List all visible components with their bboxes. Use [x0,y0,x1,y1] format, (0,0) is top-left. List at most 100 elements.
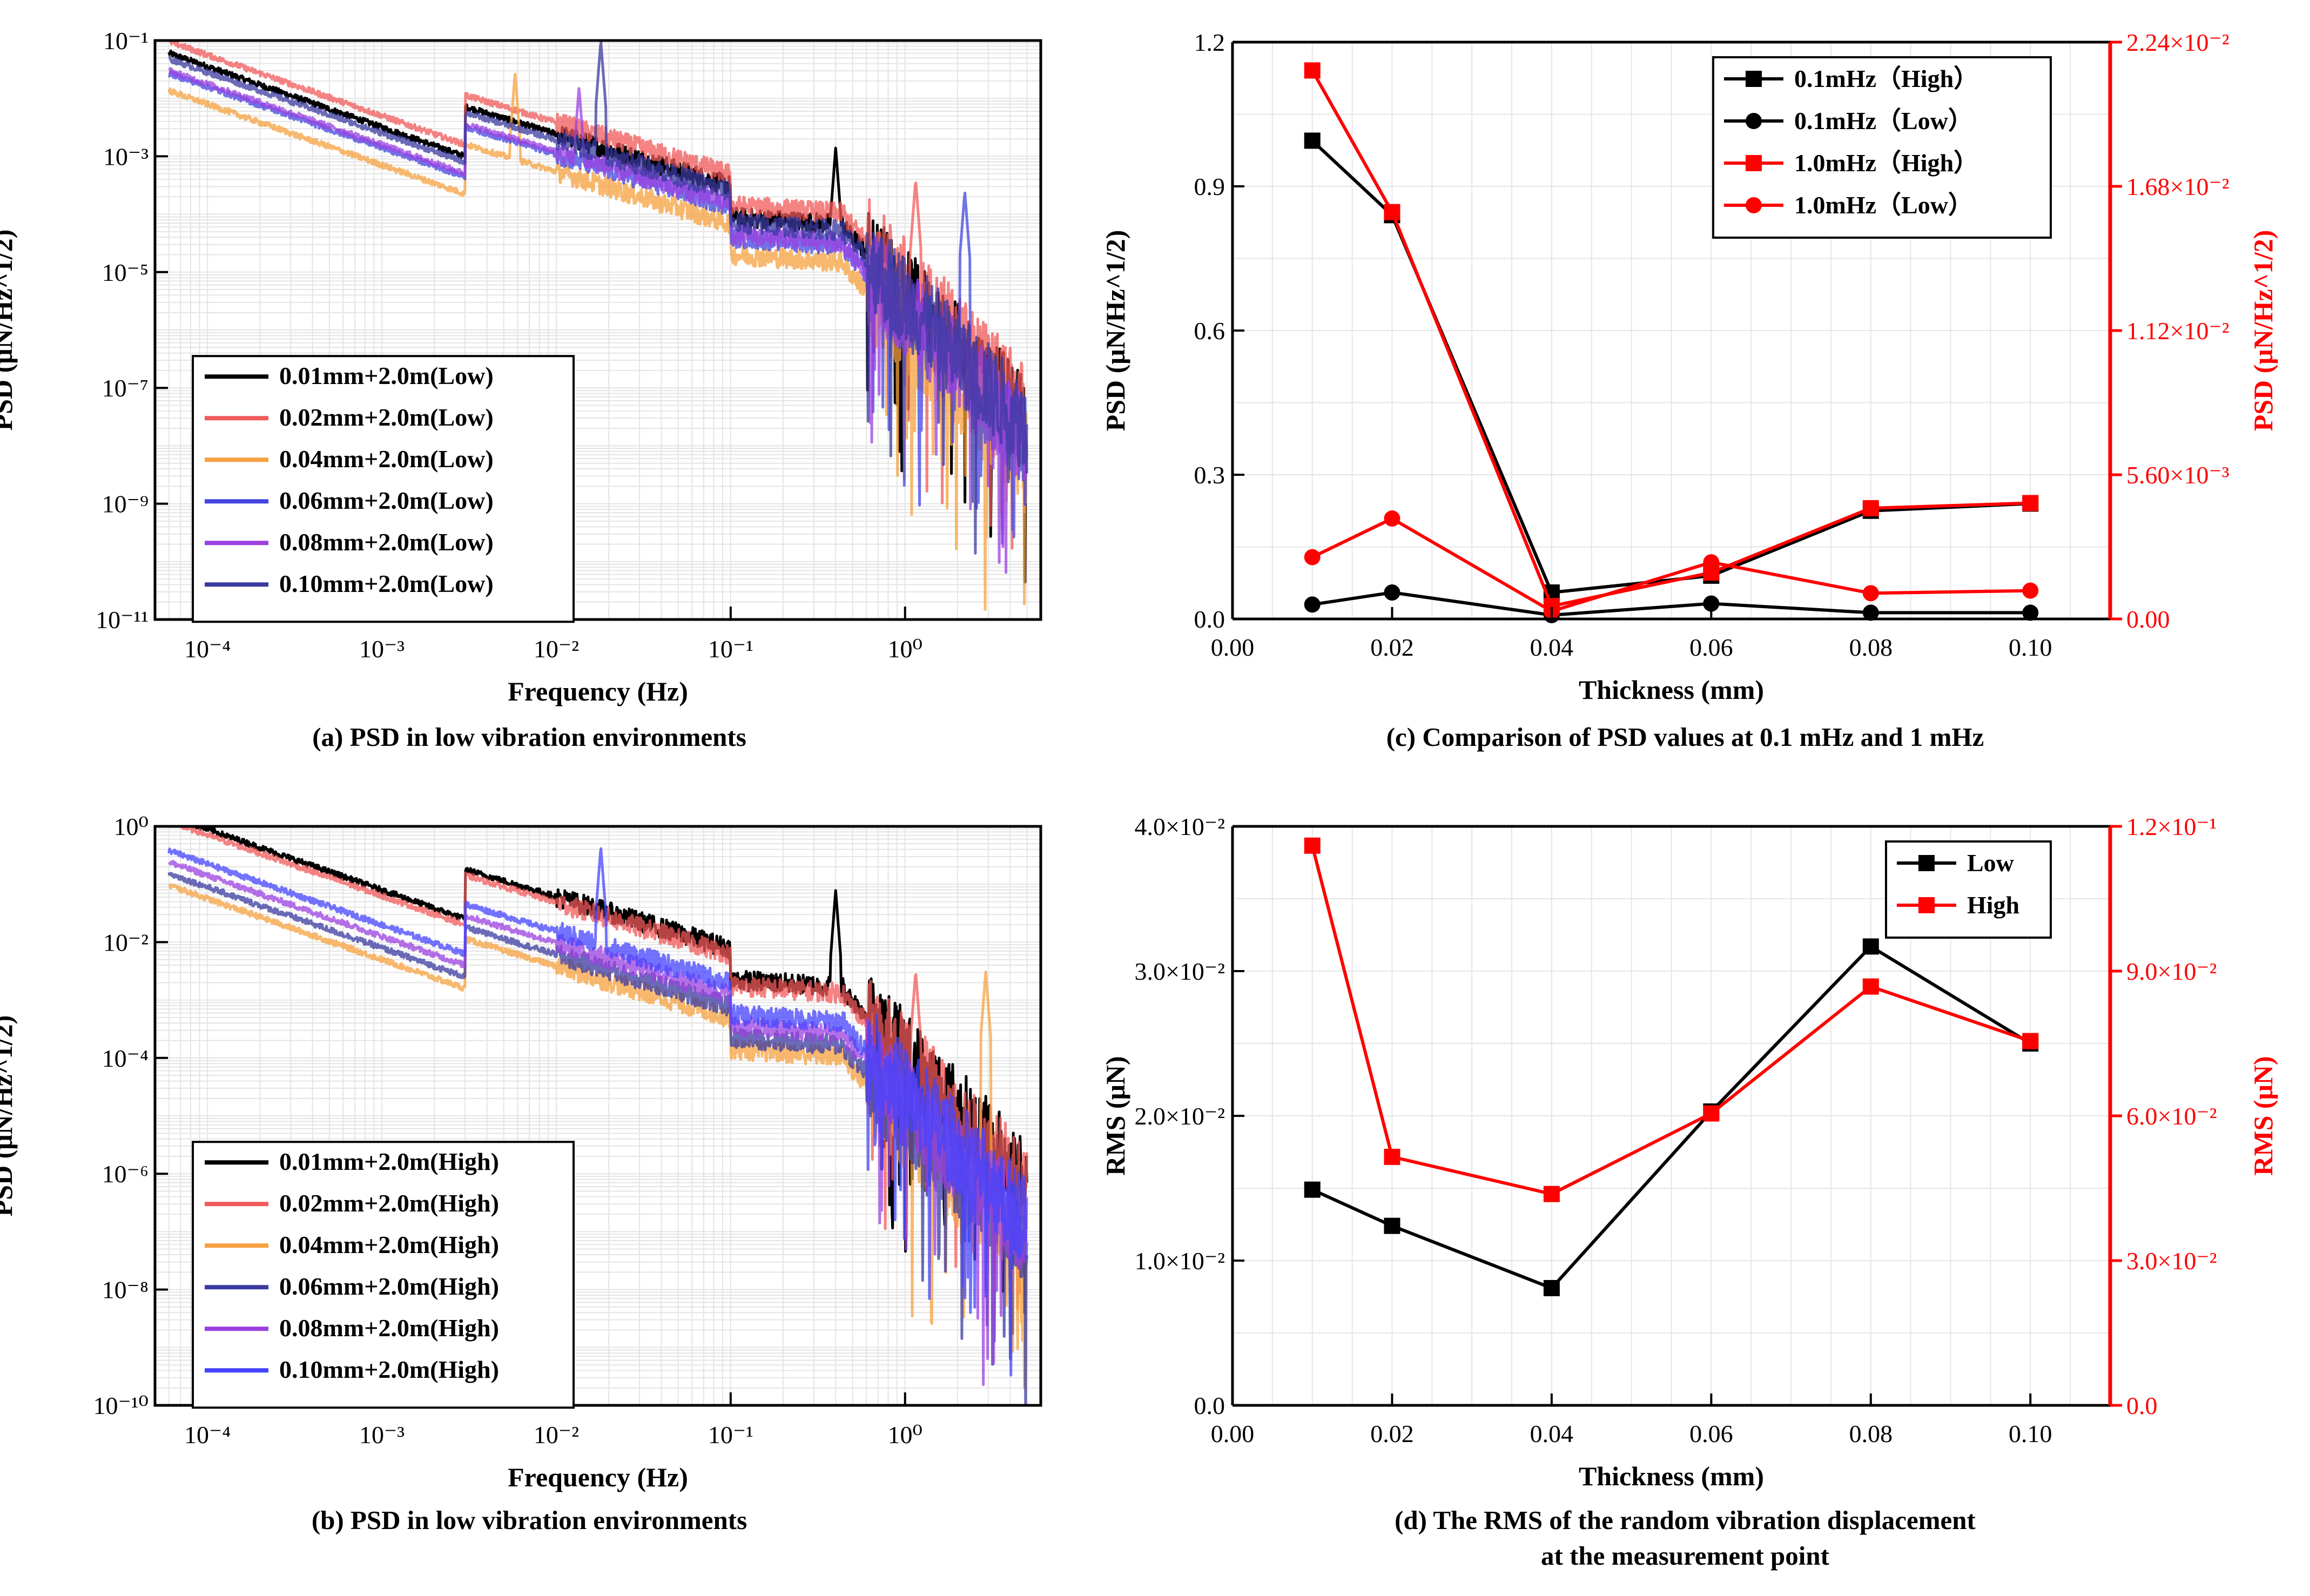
data-point [1384,510,1400,527]
caption-b: (b) PSD in low vibration environments [311,1505,747,1535]
x-tick-label: 10⁻² [534,1421,579,1449]
legend-label: High [1967,891,2019,919]
legend-label: 0.1mHz（Low） [1794,107,1973,134]
legend-label: 0.06mm+2.0m(Low) [279,487,494,514]
legend-label: 0.04mm+2.0m(Low) [279,445,494,473]
legend-marker [1746,197,1762,213]
series-group [167,826,1028,1405]
data-point [2022,1033,2039,1049]
x-tick-label: 10⁰ [888,635,922,663]
data-point [1304,62,1321,79]
legend-marker [1918,855,1935,871]
panel-c: 0.00 0.02 0.04 0.06 0.08 0.10 0.0 0.3 0.6 0.9 1.2 0… [1100,29,2278,705]
legend-label: 0.08mm+2.0m(Low) [279,528,494,556]
caption-d-line2: at the measurement point [1541,1541,1829,1571]
data-point [1703,554,1720,571]
data-point [1862,500,1879,516]
y-right-tick-label: 0.00 [2126,605,2170,633]
data-point [1384,584,1400,601]
legend-label: 0.01mm+2.0m(Low) [279,362,494,389]
y-axis-label: PSD (μN/Hz^1/2) [0,1015,18,1217]
series-line [1310,845,2031,1196]
y-tick-label: 2.0×10⁻² [1134,1102,1225,1130]
legend-box [1885,840,2052,939]
y-right-tick-label: 2.24×10⁻² [2126,29,2230,56]
y-right-tick-label: 9.0×10⁻² [2126,958,2217,985]
x-tick-label: 0.02 [1370,634,1414,661]
data-point [1304,549,1321,565]
x-axis-label: Thickness (mm) [1579,675,1764,705]
legend-marker [1746,155,1762,171]
x-tick-label: 10⁻¹ [708,1421,753,1449]
x-tick-label: 0.10 [2009,1420,2052,1447]
y-axis-label: RMS (μN) [1100,1056,1130,1175]
panel-b: 10⁻⁴ 10⁻³ 10⁻² 10⁻¹ 10⁰ 10⁻¹⁰ 10⁻⁸ 10⁻⁶ 10⁻⁴ 10⁻²… [0,813,1042,1492]
y-tick-label: 10⁻⁹ [102,490,149,518]
plot-frame [153,39,1042,621]
series-line [1312,590,2031,617]
y-tick-label: 10⁻³ [103,143,149,170]
y-right-tick-label: 5.60×10⁻³ [2126,461,2230,489]
y-tick-label: 10⁰ [114,813,149,840]
series-group [167,41,1028,611]
y-tick-label: 10⁻¹¹ [96,606,149,634]
x-tick-label: 0.04 [1530,634,1574,661]
y-right-tick-label: 1.12×10⁻² [2126,317,2230,345]
x-tick-label: 0.00 [1211,634,1255,661]
caption-a: (a) PSD in low vibration environments [312,722,746,752]
y-tick-label: 3.0×10⁻² [1134,958,1225,985]
data-point [1304,837,1321,854]
x-tick-label: 0.08 [1849,634,1893,661]
x-tick-label: 10⁻⁴ [184,635,231,663]
y-tick-label: 10⁻⁸ [102,1276,149,1304]
data-point [1703,595,1720,612]
legend-marker [1746,113,1762,129]
y-tick-label: 1.2 [1194,29,1225,56]
series-line [1311,516,2031,613]
y-tick-label: 10⁻¹⁰ [93,1392,149,1419]
y-tick-label: 10⁻² [103,928,149,956]
y-right-axis-label: PSD (μN/Hz^1/2) [2248,230,2278,432]
x-tick-label: 0.06 [1689,634,1733,661]
legend-marker [1918,897,1935,913]
y-right-tick-label: 0.0 [2126,1392,2158,1419]
y-tick-label: 0.6 [1194,317,1225,345]
y-tick-label: 0.3 [1194,461,1225,489]
y-tick-label: 0.9 [1194,173,1225,200]
series-line [168,41,1028,555]
y-right-tick-label: 1.68×10⁻² [2126,173,2230,200]
x-axis-label: Frequency (Hz) [508,1462,688,1492]
legend-marker [1746,71,1762,87]
y-tick-label: 4.0×10⁻² [1134,813,1225,840]
series-line [1311,944,2031,1290]
x-tick-label: 10⁻³ [359,635,405,663]
legend-label: 0.1mHz（High） [1794,65,1978,92]
x-tick-label: 0.08 [1849,1420,1893,1447]
legend-label: 0.02mm+2.0m(Low) [279,403,494,431]
legend-label: 0.04mm+2.0m(High) [279,1231,499,1258]
data-point [1543,1186,1560,1202]
legend-label: Low [1967,849,2014,877]
legend-label: 0.08mm+2.0m(High) [279,1314,499,1342]
data-point [2022,495,2039,511]
data-point [1862,978,1879,995]
panel-d: 0.00 0.02 0.04 0.06 0.08 0.10 0.0 1.0×10⁻² 2.0×1… [1100,813,2278,1491]
series-line [1311,69,2031,608]
data-point [1703,1105,1720,1122]
x-axis-label: Frequency (Hz) [508,676,688,706]
legend-box [1712,56,2052,239]
y-right-tick-label: 3.0×10⁻² [2126,1247,2217,1275]
x-tick-label: 0.10 [2009,634,2052,661]
data-point [1384,1148,1400,1165]
series-line [168,41,1028,550]
y-tick-label: 10⁻⁶ [102,1160,149,1188]
legend-label: 0.10mm+2.0m(High) [279,1356,499,1383]
y-right-axis-label: RMS (μN) [2248,1056,2278,1175]
data-point [1384,1217,1400,1234]
legend-box [192,1141,575,1409]
legend: 0.1mHz（High） 0.1mHz（Low） 1.0mHz（High） 1.0mH… [1712,56,2052,239]
y-right-tick-label: 1.2×10⁻¹ [2126,813,2217,840]
data-point [1862,938,1879,955]
caption-c: (c) Comparison of PSD values at 0.1 mHz … [1386,722,1984,752]
